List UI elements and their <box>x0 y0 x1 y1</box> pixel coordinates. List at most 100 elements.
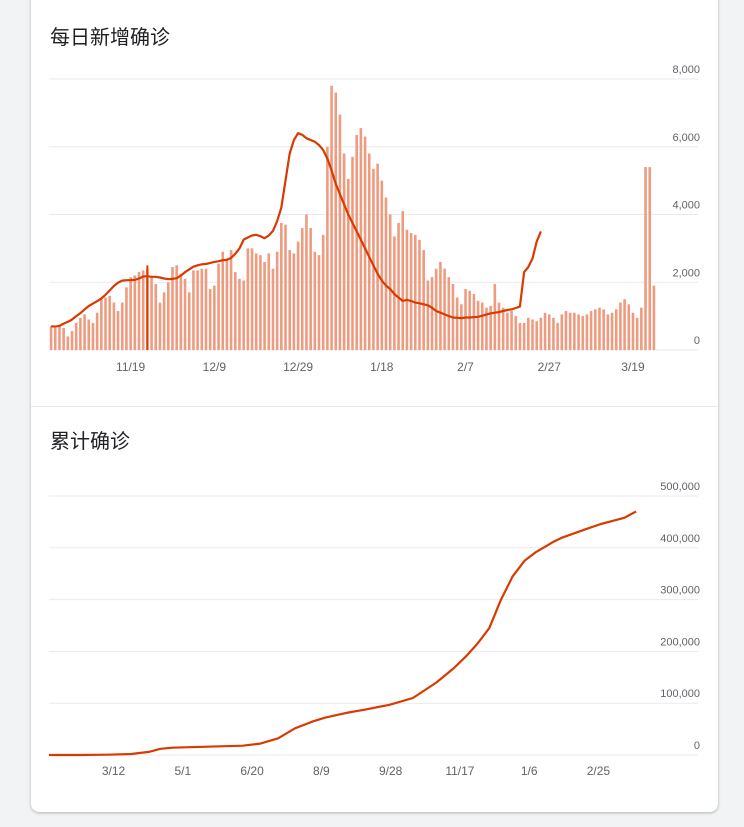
bar <box>543 312 547 350</box>
bar <box>627 304 631 350</box>
bar <box>53 327 57 350</box>
daily-new-chart: 0 2,000 4,000 6,000 8,000 11/19 12/9 12/29 1/18 2… <box>49 64 700 374</box>
bar <box>74 322 78 350</box>
bar <box>271 268 275 350</box>
bar <box>367 153 371 350</box>
bar <box>439 261 442 350</box>
bar <box>175 265 178 350</box>
bar <box>229 250 233 350</box>
bar <box>137 272 141 350</box>
bar <box>221 251 225 350</box>
x-tick-label: 11/19 <box>116 360 145 374</box>
bar <box>489 305 492 350</box>
bar <box>573 312 576 350</box>
x-tick-label: 2/7 <box>457 360 474 374</box>
bar <box>300 228 304 350</box>
y-tick-label: 300,000 <box>660 585 700 597</box>
bar <box>418 239 421 350</box>
bar <box>556 322 559 350</box>
daily-chart-title: 每日新增确诊 <box>50 25 170 49</box>
bar <box>49 326 53 350</box>
bar <box>233 272 237 350</box>
bar <box>430 277 434 350</box>
bar <box>531 319 534 350</box>
bar <box>192 270 195 350</box>
bar <box>413 234 417 350</box>
bar <box>246 248 250 350</box>
bar <box>321 234 325 350</box>
bar <box>242 280 245 350</box>
bar <box>116 311 120 350</box>
bar <box>644 167 647 350</box>
bar <box>581 316 585 350</box>
bar <box>401 211 405 350</box>
bar <box>187 292 191 350</box>
bar <box>108 295 111 350</box>
bar <box>87 319 91 350</box>
bar <box>150 277 153 350</box>
bar <box>204 268 208 350</box>
bar <box>472 294 476 350</box>
x-tick-label: 2/27 <box>538 360 562 374</box>
bar <box>62 327 65 350</box>
bar <box>380 180 384 350</box>
bar <box>598 307 601 350</box>
bar <box>388 214 392 350</box>
bar <box>476 300 480 350</box>
bar <box>309 228 312 350</box>
bar <box>351 156 354 350</box>
bar <box>225 258 229 350</box>
x-tick-label: 3/12 <box>102 764 126 778</box>
section-divider <box>31 406 718 407</box>
bar <box>129 277 132 350</box>
bar <box>313 251 317 350</box>
bar <box>497 302 501 350</box>
bar <box>133 275 137 350</box>
bar <box>577 314 580 350</box>
bar <box>560 314 564 350</box>
x-tick-label: 3/19 <box>621 360 645 374</box>
x-tick-label: 6/20 <box>240 764 264 778</box>
bar <box>288 250 292 350</box>
rolling-average-line <box>51 132 542 328</box>
bar <box>464 289 467 350</box>
y-tick-label: 4,000 <box>672 200 700 212</box>
bar <box>66 336 70 350</box>
bar <box>355 134 358 350</box>
y-tick-label: 100,000 <box>660 688 700 700</box>
bar <box>455 297 459 350</box>
y-tick-label: 8,000 <box>672 64 700 76</box>
bar <box>485 307 488 350</box>
bar <box>167 282 170 350</box>
bar <box>409 233 413 350</box>
bar <box>154 283 158 350</box>
bar <box>183 278 187 350</box>
bar <box>158 302 162 350</box>
bar <box>606 314 610 350</box>
cumulative-line <box>49 510 637 757</box>
bar <box>171 267 174 350</box>
bar <box>200 268 204 350</box>
bar <box>631 312 635 350</box>
bar <box>468 290 472 350</box>
bar <box>623 299 626 350</box>
bar <box>635 317 639 350</box>
bar <box>594 309 597 350</box>
y-tick-label: 0 <box>694 740 700 752</box>
bar <box>447 277 451 350</box>
bar <box>100 299 103 350</box>
bar <box>267 253 271 350</box>
bar <box>434 268 438 350</box>
bar <box>372 168 375 350</box>
bar <box>501 307 505 350</box>
bar <box>363 136 367 350</box>
bar <box>568 312 572 350</box>
bar <box>208 289 212 350</box>
bar <box>334 92 338 351</box>
bar <box>79 317 82 350</box>
bar <box>539 317 543 350</box>
bar <box>275 251 279 350</box>
bar <box>141 270 145 350</box>
bar <box>263 261 266 350</box>
bar <box>254 253 258 350</box>
